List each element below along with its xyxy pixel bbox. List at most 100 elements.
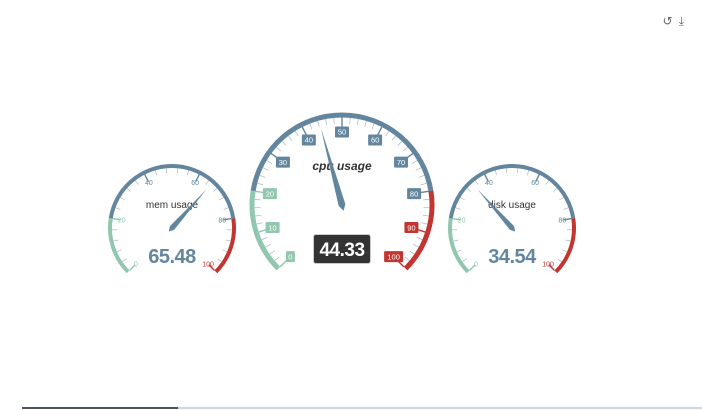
disk-minor-tick xyxy=(557,258,562,263)
mem-minor-tick xyxy=(217,258,222,263)
disk-tick-label: 60 xyxy=(531,180,539,187)
disk-gauge-title: disk usage xyxy=(488,200,536,211)
cpu-minor-tick xyxy=(325,118,328,126)
cpu-minor-tick xyxy=(317,120,320,127)
cpu-tick-label-bg xyxy=(368,134,383,146)
cpu-minor-tick xyxy=(257,182,264,186)
mem-minor-tick xyxy=(113,239,119,242)
cpu-tick-label: 50 xyxy=(338,128,346,137)
disk-minor-tick xyxy=(553,188,558,192)
mem-minor-tick xyxy=(154,170,157,176)
disk-value-label: 34.54 xyxy=(488,246,537,268)
mem-tick-label: 0 xyxy=(134,262,138,269)
cpu-value-label: 44.33 xyxy=(319,240,364,261)
cpu-minor-tick xyxy=(402,146,408,152)
mem-minor-tick xyxy=(225,239,231,242)
cpu-minor-tick xyxy=(397,140,403,146)
disk-gauge: 0 20 40 60 80 100 disk usage 34.54 xyxy=(448,164,576,274)
cpu-tick-label-bg xyxy=(265,222,280,234)
cpu-major-tick xyxy=(301,126,307,136)
cpu-minor-tick xyxy=(266,160,273,164)
cpu-minor-tick xyxy=(294,130,299,137)
cpu-value-box xyxy=(314,235,370,263)
disk-tick-label: 40 xyxy=(485,180,493,187)
bottom-divider xyxy=(22,407,702,409)
cpu-tick-label: 70 xyxy=(397,158,405,167)
cpu-tick-label-bg xyxy=(275,156,290,168)
disk-tick-label: 20 xyxy=(458,218,466,225)
disk-minor-tick xyxy=(455,207,461,210)
cpu-minor-tick xyxy=(418,175,425,178)
cpu-minor-tick xyxy=(416,237,423,241)
cpu-tick-label-bg xyxy=(384,251,404,263)
cpu-needle xyxy=(320,127,346,211)
mem-major-tick xyxy=(208,264,215,271)
disk-minor-tick xyxy=(527,170,530,176)
cpu-minor-tick xyxy=(255,214,262,217)
cpu-tick-label: 100 xyxy=(387,252,400,261)
cpu-axis-band-2 xyxy=(403,190,435,271)
disk-minor-tick xyxy=(559,197,564,201)
cpu-major-tick xyxy=(279,260,287,268)
mem-major-tick xyxy=(129,264,136,271)
restore-icon[interactable]: ↺ xyxy=(662,14,673,28)
mem-minor-tick xyxy=(213,188,218,192)
cpu-minor-tick xyxy=(333,117,335,124)
cpu-tick-label: 30 xyxy=(279,158,287,167)
cpu-minor-tick xyxy=(421,222,428,225)
disk-minor-tick xyxy=(456,249,462,253)
mem-needle xyxy=(168,189,207,232)
mem-minor-tick xyxy=(219,197,224,201)
disk-major-tick xyxy=(548,264,555,271)
mem-tick-label: 100 xyxy=(202,262,214,269)
mem-axis-band-1 xyxy=(108,164,236,219)
mem-axis-band-2 xyxy=(214,217,236,274)
mem-tick-label: 40 xyxy=(145,180,153,187)
cpu-minor-tick xyxy=(413,243,419,248)
mem-major-tick xyxy=(194,174,200,182)
mem-tick-label: 20 xyxy=(118,218,126,225)
cpu-minor-tick xyxy=(411,160,418,164)
mem-major-tick xyxy=(144,174,150,182)
cpu-minor-tick xyxy=(420,182,427,186)
disk-minor-tick xyxy=(460,197,465,201)
disk-axis-band-1 xyxy=(448,164,576,219)
cpu-tick-label: 80 xyxy=(410,189,418,198)
mem-minor-tick xyxy=(126,188,131,192)
cpu-minor-tick xyxy=(404,256,410,262)
mem-value-label: 65.48 xyxy=(148,246,196,268)
cpu-minor-tick xyxy=(261,237,268,241)
disk-minor-tick xyxy=(494,170,497,176)
cpu-minor-tick xyxy=(274,256,280,262)
mem-axis-band-0 xyxy=(108,217,130,274)
mem-minor-tick xyxy=(187,170,190,176)
cpu-minor-tick xyxy=(391,135,396,141)
mem-minor-tick xyxy=(120,197,125,201)
disk-tick-label: 80 xyxy=(558,218,566,225)
disk-minor-tick xyxy=(466,188,471,192)
cpu-minor-tick xyxy=(415,167,422,171)
mem-major-tick xyxy=(112,217,121,221)
disk-major-tick xyxy=(452,217,461,221)
cpu-tick-label-bg xyxy=(394,156,409,168)
disk-minor-tick xyxy=(453,239,459,242)
mem-minor-tick xyxy=(116,249,122,253)
cpu-minor-tick xyxy=(422,214,429,217)
cpu-minor-tick xyxy=(349,117,351,124)
mem-gauge-title: mem usage xyxy=(146,200,199,211)
cpu-major-tick xyxy=(377,126,383,136)
disk-axis-band-0 xyxy=(448,217,470,274)
disk-major-tick xyxy=(563,217,572,221)
download-icon[interactable]: ⤓ xyxy=(678,14,684,28)
cpu-minor-tick xyxy=(371,123,375,130)
cpu-minor-tick xyxy=(309,123,313,130)
cpu-tick-label-bg xyxy=(335,126,349,138)
cpu-gauge: 0 10 20 30 40 50 60 70 80 90 100 cpu usage 44.33 xyxy=(249,112,435,271)
cpu-tick-label: 90 xyxy=(407,223,415,232)
mem-minor-tick xyxy=(222,249,228,253)
mem-minor-tick xyxy=(115,207,121,210)
cpu-tick-label-bg xyxy=(285,251,295,263)
cpu-tick-label: 40 xyxy=(305,136,313,145)
cpu-tick-label-bg xyxy=(301,134,316,146)
cpu-minor-tick xyxy=(262,167,269,171)
